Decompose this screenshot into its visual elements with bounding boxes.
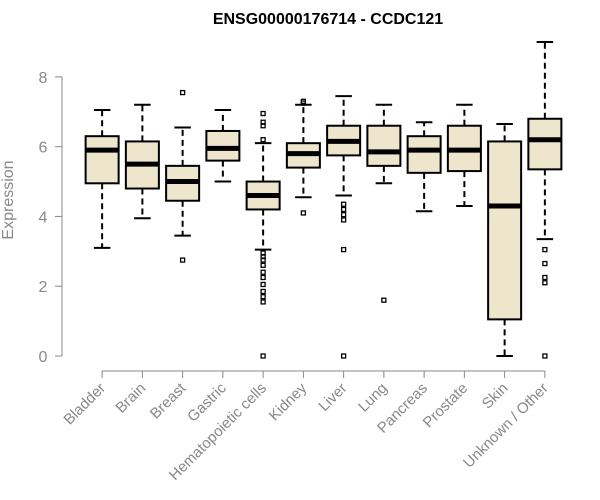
outlier-point xyxy=(260,288,266,295)
outlier-point xyxy=(260,137,266,143)
outlier-point xyxy=(542,260,548,267)
y-tick-label: 6 xyxy=(39,140,48,157)
box-group xyxy=(326,95,362,359)
outlier-point xyxy=(542,246,548,253)
outlier-point xyxy=(340,206,347,213)
x-tick-label: Prostate xyxy=(420,380,472,432)
y-tick-label: 2 xyxy=(39,279,48,296)
x-tick-label: Liver xyxy=(315,380,350,415)
boxes xyxy=(84,41,563,359)
outlier-point xyxy=(340,201,347,207)
outlier-point xyxy=(179,89,186,96)
box-group xyxy=(205,109,241,183)
y-tick-label: 4 xyxy=(39,209,48,226)
box xyxy=(406,135,442,174)
outlier-point xyxy=(260,299,266,305)
box-group xyxy=(165,89,201,263)
box xyxy=(84,135,120,185)
outlier-point xyxy=(300,100,307,106)
box-group xyxy=(366,103,402,303)
outlier-point xyxy=(260,281,266,288)
x-tick-label: Lung xyxy=(355,380,391,416)
outlier-point xyxy=(300,210,307,216)
box xyxy=(205,129,241,162)
y-axis-label: Expression xyxy=(0,160,17,239)
outlier-point xyxy=(260,257,266,263)
x-tick-label: Brain xyxy=(112,380,149,417)
outlier-point xyxy=(260,262,266,268)
box-group xyxy=(124,103,160,220)
outlier-point xyxy=(260,274,266,281)
outlier-point xyxy=(542,280,548,286)
outlier-point xyxy=(260,294,266,300)
outlier-point xyxy=(260,353,266,359)
box xyxy=(366,124,402,167)
chart-title: ENSG00000176714 - CCDC121 xyxy=(213,11,443,28)
outlier-point xyxy=(260,269,266,275)
x-tick-label: Skin xyxy=(479,380,512,413)
outlier-point xyxy=(260,110,266,117)
box xyxy=(487,140,523,321)
box-group xyxy=(245,110,281,359)
outlier-point xyxy=(542,353,548,359)
y-tick-label: 8 xyxy=(39,70,48,87)
outlier-point xyxy=(340,212,347,218)
outlier-point xyxy=(381,297,387,303)
outlier-point xyxy=(340,217,347,223)
box-group xyxy=(285,98,321,216)
box-group xyxy=(446,103,482,207)
y-axis: 0 2 4 6 8 xyxy=(39,70,63,366)
outlier-point xyxy=(260,123,266,129)
outlier-point xyxy=(340,246,347,253)
box xyxy=(527,117,563,171)
box-group xyxy=(406,121,442,213)
box-group xyxy=(527,41,563,359)
box-group xyxy=(84,109,120,249)
x-tick-label: Kidney xyxy=(266,379,311,424)
x-tick-label: Bladder xyxy=(60,380,109,429)
x-tick-label: Breast xyxy=(147,379,190,422)
outlier-point xyxy=(340,353,347,359)
outlier-point xyxy=(542,274,548,281)
box-group xyxy=(487,122,523,357)
y-tick-label: 0 xyxy=(39,349,48,366)
outlier-point xyxy=(179,257,186,263)
